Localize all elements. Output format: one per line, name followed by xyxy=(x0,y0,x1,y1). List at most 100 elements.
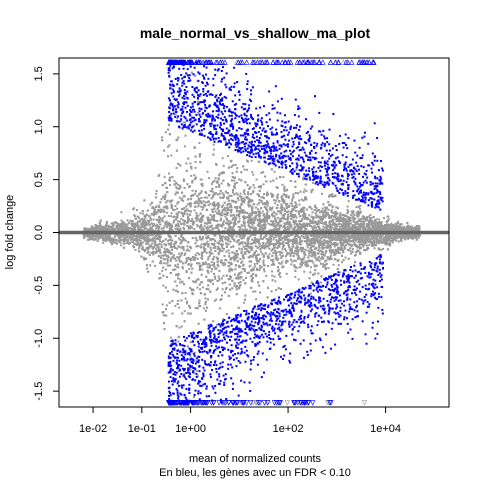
gene-point xyxy=(168,172,170,175)
gene-point xyxy=(329,250,332,253)
gene-point xyxy=(124,236,127,239)
gene-point xyxy=(331,243,333,246)
gene-point xyxy=(212,148,215,151)
gene-point xyxy=(191,189,194,192)
gene-point xyxy=(139,212,142,215)
gene-point xyxy=(236,167,239,170)
gene-point xyxy=(386,241,389,244)
gene-point xyxy=(149,226,152,229)
gene-point xyxy=(187,263,190,266)
gene-point xyxy=(251,211,254,214)
gene-point xyxy=(305,236,308,239)
gene-point xyxy=(160,227,163,230)
gene-point xyxy=(321,219,324,222)
gene-point xyxy=(308,254,311,257)
gene-point xyxy=(200,229,203,231)
gene-point xyxy=(260,250,263,253)
gene-point xyxy=(175,218,178,221)
gene-point xyxy=(171,249,173,251)
gene-point xyxy=(206,219,209,222)
gene-point xyxy=(228,184,231,187)
gene-point xyxy=(287,195,290,198)
gene-point xyxy=(193,209,196,212)
gene-point xyxy=(196,369,198,372)
gene-point xyxy=(136,241,139,244)
gene-point xyxy=(155,247,158,250)
gene-point xyxy=(182,199,185,202)
gene-point xyxy=(271,193,274,196)
gene-point xyxy=(221,209,224,212)
gene-point xyxy=(176,266,179,269)
gene-point xyxy=(212,181,214,184)
gene-point xyxy=(253,216,256,219)
gene-point xyxy=(311,253,314,256)
gene-point xyxy=(227,202,230,205)
gene-point xyxy=(111,237,114,240)
gene-point xyxy=(254,236,257,239)
gene-point xyxy=(317,220,320,223)
gene-point xyxy=(190,263,193,266)
gene-point xyxy=(191,179,194,182)
gene-point xyxy=(272,224,275,227)
gene-point xyxy=(133,214,136,217)
gene-point xyxy=(209,214,212,216)
gene-point xyxy=(215,181,218,184)
gene-point xyxy=(383,240,386,243)
gene-point xyxy=(249,264,252,267)
gene-point xyxy=(319,215,322,218)
gene-point xyxy=(211,224,213,227)
gene-point xyxy=(152,237,155,240)
gene-point xyxy=(248,271,251,274)
gene-point xyxy=(252,276,254,279)
gene-point xyxy=(337,264,340,267)
gene-point xyxy=(242,263,245,266)
gene-point xyxy=(190,174,193,177)
gene-point xyxy=(286,207,289,210)
gene-point xyxy=(218,240,221,243)
gene-point xyxy=(202,227,205,230)
gene-point xyxy=(183,228,186,231)
gene-point xyxy=(238,195,241,198)
gene-point xyxy=(280,207,283,210)
gene-point xyxy=(186,302,188,305)
gene-point xyxy=(190,247,193,250)
gene-point xyxy=(362,215,364,218)
gene-point xyxy=(271,233,274,236)
gene-point xyxy=(166,250,169,253)
gene-point xyxy=(379,248,382,251)
gene-point xyxy=(175,167,178,169)
gene-point xyxy=(270,192,273,195)
gene-point xyxy=(310,225,313,228)
gene-point xyxy=(322,251,325,254)
gene-point xyxy=(250,274,253,277)
gene-point xyxy=(222,264,225,267)
gene-point xyxy=(373,247,376,250)
gene-point xyxy=(158,210,161,213)
gene-point xyxy=(294,259,297,262)
gene-point xyxy=(187,256,190,259)
gene-point xyxy=(319,257,322,260)
gene-point xyxy=(234,163,237,166)
gene-point xyxy=(175,191,178,194)
gene-point xyxy=(253,239,256,242)
gene-point xyxy=(337,207,339,210)
gene-point xyxy=(318,209,321,211)
gene-point xyxy=(298,203,301,206)
gene-point xyxy=(178,326,181,329)
gene-point xyxy=(339,216,342,219)
gene-point xyxy=(295,206,298,208)
gene-point xyxy=(154,224,157,227)
gene-point xyxy=(178,196,181,199)
gene-point xyxy=(211,218,214,221)
gene-point xyxy=(358,207,361,210)
gene-point xyxy=(303,270,306,273)
gene-point xyxy=(227,155,229,158)
gene-point xyxy=(227,243,230,246)
gene-point xyxy=(183,186,186,189)
gene-point xyxy=(303,256,306,259)
gene-point xyxy=(230,194,233,197)
gene-point xyxy=(163,247,166,250)
gene-point xyxy=(222,274,225,277)
gene-point xyxy=(304,263,307,266)
